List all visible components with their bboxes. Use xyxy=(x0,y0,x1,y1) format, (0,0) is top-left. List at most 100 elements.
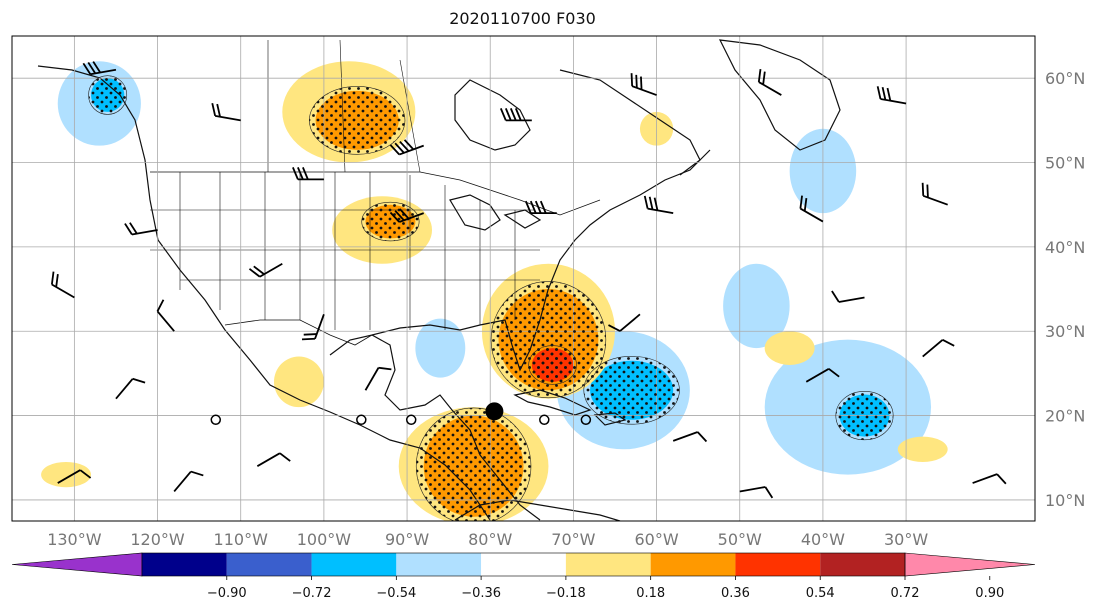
lon-label: 120°W xyxy=(130,530,185,549)
colorbar-extend-low xyxy=(11,552,143,577)
colorbar-tick-label: −0.36 xyxy=(461,586,501,601)
wind-barb xyxy=(292,167,324,181)
colorbar-tick-label: 0.54 xyxy=(806,586,835,601)
colorbar-segment xyxy=(565,553,651,576)
longitude-labels: 130°W 120°W 110°W 100°W 90°W 80°W 70°W 60°W 50°W… xyxy=(47,530,928,549)
lon-label: 130°W xyxy=(47,530,102,549)
colorbar-tick-label: −0.54 xyxy=(376,586,416,601)
hudson-bay-coastline xyxy=(454,79,531,151)
lat-label: 10°N xyxy=(1045,491,1085,510)
storm-marker xyxy=(485,402,504,421)
field-region-pos1 xyxy=(764,331,815,365)
colorbar-segment xyxy=(226,553,312,576)
state-borders xyxy=(150,172,540,330)
open-circle-marker xyxy=(210,414,222,426)
wind-barb xyxy=(124,222,158,236)
stipple-region xyxy=(309,86,406,155)
wind-barbs xyxy=(50,61,1007,499)
significance-stipple xyxy=(88,75,894,521)
lat-lon-grid xyxy=(12,36,1035,521)
wind-barb xyxy=(499,108,532,122)
wind-barb xyxy=(524,200,557,215)
stipple-region xyxy=(361,201,420,242)
wind-barb xyxy=(805,368,840,383)
colorbar-segment xyxy=(311,553,397,576)
wind-barb xyxy=(115,377,146,400)
open-circle-marker xyxy=(356,414,367,426)
lon-label: 80°W xyxy=(468,530,512,549)
wind-barb xyxy=(643,195,674,215)
labrador-coastline xyxy=(559,69,701,176)
stipple-region xyxy=(88,75,128,115)
colorbar: −0.90 −0.72 −0.54 −0.36 −0.18 0.18 0.36 0.54 0.7… xyxy=(11,552,1036,601)
lon-label: 70°W xyxy=(551,530,595,549)
wind-barb xyxy=(672,431,708,443)
lat-label: 30°N xyxy=(1045,322,1085,341)
colorbar-frame xyxy=(141,552,906,577)
wind-barb xyxy=(630,73,657,96)
wind-barb xyxy=(256,452,291,467)
lat-label: 50°N xyxy=(1045,154,1085,173)
colorbar-tick-label: 0.18 xyxy=(636,586,665,601)
stipple-region xyxy=(835,391,894,441)
colorbar-tick-label: −0.18 xyxy=(546,586,586,601)
stipple-region xyxy=(583,356,680,425)
wind-barb xyxy=(57,469,92,484)
marker-layer xyxy=(210,402,592,426)
colorbar-extend-high xyxy=(904,552,1036,577)
wind-barb xyxy=(248,262,283,278)
field-region-pos1 xyxy=(273,356,324,408)
greenland-coastline xyxy=(718,39,841,151)
lat-label: 40°N xyxy=(1045,238,1085,257)
wind-barb xyxy=(364,366,392,391)
lon-label: 110°W xyxy=(214,530,269,549)
colorbar-segment xyxy=(820,553,905,576)
lon-label: 90°W xyxy=(385,530,429,549)
great-lakes xyxy=(449,194,542,231)
wind-barb xyxy=(799,195,824,223)
wind-barb xyxy=(50,271,75,299)
open-circle-marker xyxy=(539,414,550,426)
lon-label: 100°W xyxy=(297,530,352,549)
wind-barb xyxy=(831,290,865,303)
wind-barb xyxy=(876,86,907,105)
wind-barb xyxy=(211,102,241,122)
wind-barb xyxy=(608,313,641,332)
colorbar-tick-label: −0.90 xyxy=(207,586,247,601)
wind-barb xyxy=(921,182,948,206)
lon-label: 60°W xyxy=(634,530,678,549)
wind-barb xyxy=(389,139,425,156)
stipple-region xyxy=(528,345,577,385)
wind-barb xyxy=(156,299,175,332)
wind-barb xyxy=(82,61,117,76)
lon-label: 40°W xyxy=(801,530,845,549)
colorbar-tick-label: 0.72 xyxy=(891,586,920,601)
wind-barb xyxy=(173,470,204,493)
stipple-region xyxy=(490,281,607,399)
wind-barb xyxy=(389,208,425,223)
latitude-labels: 60°N 50°N 40°N 30°N 20°N 10°N xyxy=(1045,69,1085,510)
colorbar-segment xyxy=(650,553,736,576)
lat-label: 60°N xyxy=(1045,69,1085,88)
field-region-neg1 xyxy=(415,318,466,378)
wind-barb xyxy=(972,473,1007,485)
open-circle-marker xyxy=(405,414,417,426)
field-region-pos1 xyxy=(897,436,948,462)
colorbar-segment xyxy=(735,553,821,576)
open-circle-marker xyxy=(580,414,592,426)
colorbar-segment xyxy=(396,553,482,576)
map-area xyxy=(11,35,1036,522)
colorbar-tick-label: 0.90 xyxy=(975,586,1004,601)
lat-label: 20°N xyxy=(1045,407,1085,426)
wind-barb xyxy=(301,314,325,341)
lon-label: 30°W xyxy=(884,530,928,549)
colorbar-segment xyxy=(481,553,566,576)
wind-barb xyxy=(757,69,782,96)
us-mexico-border xyxy=(224,319,373,346)
field-region-pos1 xyxy=(41,461,92,488)
wind-barb xyxy=(739,486,774,499)
colorbar-tick-label: 0.36 xyxy=(721,586,750,601)
colorbar-tick-label: −0.72 xyxy=(292,586,332,601)
stipple-region xyxy=(415,407,532,521)
